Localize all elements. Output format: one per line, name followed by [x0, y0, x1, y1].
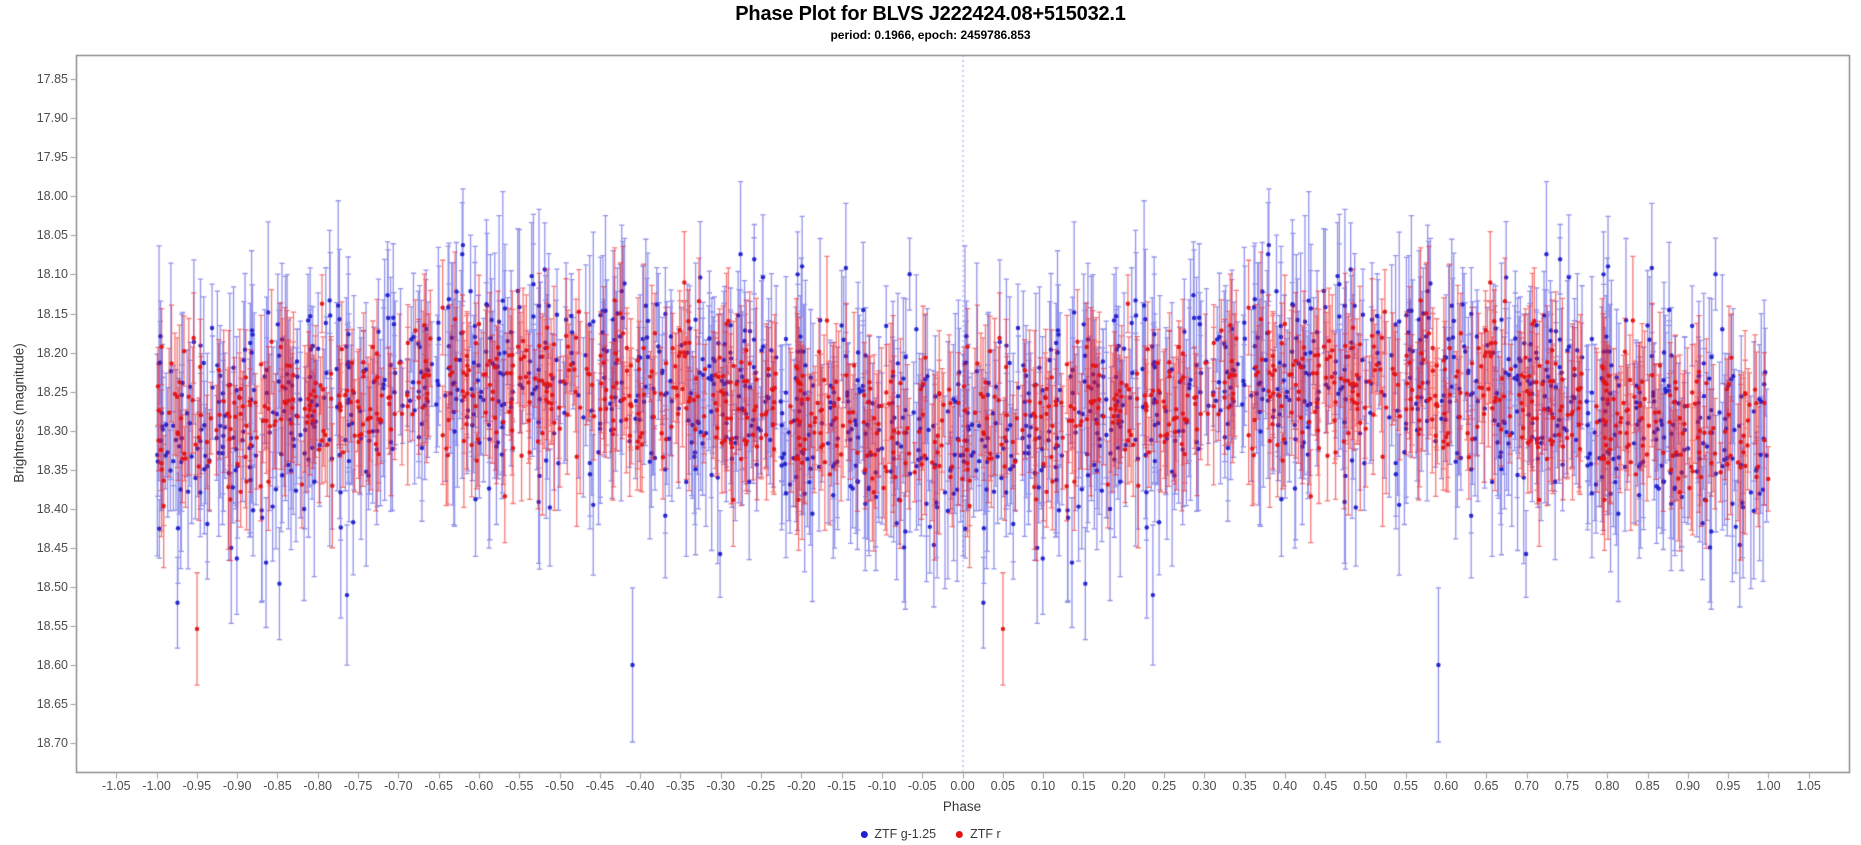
y-tick-label: 18.30	[36, 423, 68, 438]
x-tick-label: 0.40	[1272, 779, 1298, 793]
x-tick-label: -0.25	[746, 779, 776, 793]
x-tick-label: 1.05	[1796, 779, 1821, 793]
x-tick-label: 1.00	[1756, 779, 1781, 793]
x-tick-label: -0.35	[666, 779, 695, 793]
y-tick-label: 17.90	[36, 111, 68, 126]
y-tick-label: 18.50	[36, 579, 68, 594]
y-tick-label: 18.10	[36, 267, 68, 282]
x-tick-label: 0.50	[1353, 779, 1378, 793]
x-tick-label: -0.05	[907, 779, 937, 793]
x-tick-label: -1.00	[142, 779, 171, 793]
ztf-r-marker-icon	[956, 830, 964, 838]
x-tick-label: -0.10	[867, 779, 897, 793]
x-tick-label: 0.95	[1715, 779, 1741, 793]
x-tick-label: 0.60	[1433, 779, 1459, 793]
x-tick-label: 0.05	[990, 779, 1015, 793]
x-tick-label: 0.25	[1151, 779, 1177, 793]
y-tick-label: 18.20	[36, 345, 68, 360]
chart-subtitle: period: 0.1966, epoch: 2459786.853	[830, 28, 1031, 42]
x-tick-label: 0.00	[950, 779, 975, 793]
y-tick-label: 17.85	[36, 72, 68, 87]
x-tick-label: 0.75	[1554, 779, 1580, 793]
legend-label-ztf-g: ZTF g-1.25	[874, 827, 937, 841]
x-tick-label: -1.05	[102, 779, 131, 793]
x-tick-label: -0.90	[222, 779, 252, 793]
x-tick-label: 0.35	[1232, 779, 1257, 793]
x-tick-label: -0.80	[303, 779, 333, 793]
y-tick-label: 18.60	[36, 657, 68, 672]
y-tick-label: 17.95	[36, 150, 68, 165]
x-tick-label: -0.20	[787, 779, 816, 793]
x-tick-label: 0.15	[1071, 779, 1096, 793]
x-tick-label: -0.30	[706, 779, 735, 793]
x-tick-label: -0.50	[545, 779, 574, 793]
y-tick-label: 18.70	[36, 736, 68, 751]
y-tick-label: 18.65	[36, 697, 68, 712]
y-tick-label: 18.45	[36, 540, 68, 555]
x-tick-label: -0.60	[464, 779, 494, 793]
x-tick-label: 0.80	[1595, 779, 1620, 793]
x-tick-label: -0.40	[625, 779, 655, 793]
x-tick-label: 0.90	[1675, 779, 1700, 793]
y-tick-label: 18.40	[36, 501, 68, 516]
legend-item-ztf-r: ZTF r	[956, 827, 1001, 841]
x-tick-label: -0.85	[263, 779, 292, 793]
y-tick-label: 18.35	[36, 462, 68, 477]
y-tick-label: 18.25	[36, 384, 68, 399]
x-tick-label: 0.20	[1111, 779, 1136, 793]
ztf-g-marker-icon	[860, 830, 868, 838]
y-tick-label: 18.00	[36, 189, 68, 204]
x-tick-label: -0.70	[384, 779, 413, 793]
x-tick-label: 0.55	[1393, 779, 1418, 793]
x-tick-label: 0.30	[1192, 779, 1217, 793]
chart-title: Phase Plot for BLVS J222424.08+515032.1	[735, 3, 1126, 25]
x-tick-label: -0.55	[505, 779, 534, 793]
x-tick-label: -0.45	[585, 779, 615, 793]
x-tick-label: -0.75	[343, 779, 373, 793]
legend: ZTF g-1.25 ZTF r	[860, 827, 1001, 841]
x-tick-label: 0.85	[1635, 779, 1660, 793]
x-tick-label: -0.15	[827, 779, 856, 793]
y-tick-label: 18.05	[36, 228, 68, 243]
y-tick-label: 18.15	[36, 306, 68, 321]
legend-label-ztf-r: ZTF r	[970, 827, 1001, 841]
x-tick-label: 0.45	[1312, 779, 1338, 793]
x-tick-label: -0.65	[424, 779, 453, 793]
x-tick-label: 0.10	[1030, 779, 1056, 793]
x-axis-title: Phase	[942, 799, 982, 814]
x-tick-label: 0.70	[1514, 779, 1539, 793]
legend-item-ztf-g: ZTF g-1.25	[860, 827, 936, 841]
y-tick-label: 18.55	[36, 618, 68, 633]
x-tick-label: -0.95	[182, 779, 212, 793]
x-tick-label: 0.65	[1474, 779, 1499, 793]
